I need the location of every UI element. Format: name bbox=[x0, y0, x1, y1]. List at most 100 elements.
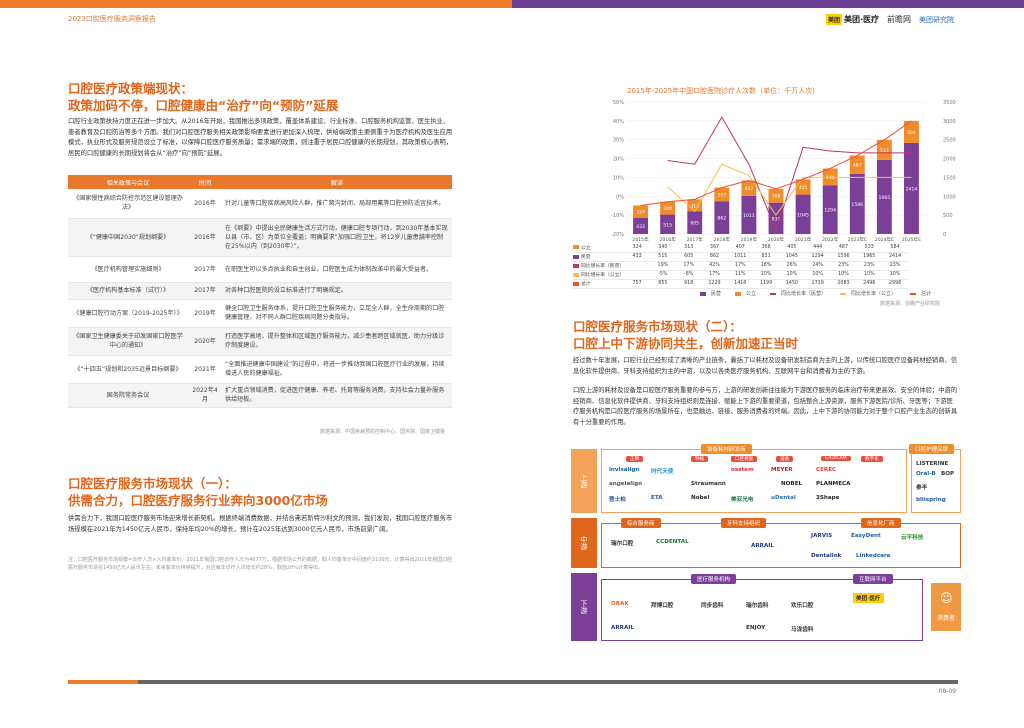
header-logos: 美团 美团·医疗 前瞻网 美团研究院 bbox=[825, 14, 954, 25]
brand-logo: Dentalink bbox=[811, 553, 842, 559]
table-cell: 17% bbox=[675, 261, 702, 271]
bar-label-public: 405 bbox=[799, 185, 808, 191]
bar-label-public: 584 bbox=[907, 130, 916, 136]
x-tick-label: 2015年 bbox=[632, 236, 649, 242]
table-cell: 23% bbox=[830, 261, 857, 271]
left-axis-tick: 30% bbox=[613, 138, 624, 144]
table-row: 《“健康中国2030”规划纲要》 2016年 在《纲要》中提出全民健康生活方式行动，… bbox=[68, 218, 452, 257]
table-row: 民营 433 515 605 862 1011 831 1045 1294 1596 1965 241… bbox=[573, 252, 908, 262]
table-cell: 757 bbox=[624, 279, 650, 289]
bar-label-public: 367 bbox=[717, 193, 726, 199]
midstream-tag: 信息化厂商 bbox=[861, 518, 901, 528]
table-cell: 515 bbox=[649, 252, 676, 262]
table-cell: -5% bbox=[649, 270, 676, 280]
bar-label-public: 487 bbox=[853, 163, 862, 169]
right-axis-tick: 2000 bbox=[943, 157, 956, 163]
table-cell: 1199 bbox=[753, 279, 779, 289]
table-cell: 2414 bbox=[882, 252, 908, 262]
x-tick-label: 2017年 bbox=[687, 236, 704, 242]
table-cell: 368 bbox=[753, 243, 779, 253]
table-cell: 10% bbox=[830, 270, 857, 280]
x-tick-label: 2024年E bbox=[875, 236, 894, 242]
brand-logo: MEYER bbox=[771, 467, 793, 473]
table-cell: 340 bbox=[649, 243, 676, 253]
right-axis-tick: 0 bbox=[943, 232, 946, 238]
table-cell: 10% bbox=[856, 270, 883, 280]
table-cell: 918 bbox=[675, 279, 702, 289]
total-line bbox=[640, 120, 912, 206]
table-cell: 10% bbox=[804, 270, 831, 280]
x-tick-label: 2021年 bbox=[795, 236, 812, 242]
legend-item: 同比增长率（民营） bbox=[770, 290, 826, 297]
industry-chain-map: 上游 中游 下游 设备耗材研发商 正畸 种植 口腔修复 设备 CAD/CAM 数… bbox=[571, 443, 961, 648]
brand-logo: invisalign bbox=[609, 467, 640, 473]
table-cell: 605 bbox=[675, 252, 702, 262]
table-row: 《国家卫生健康委关于印发国家口腔医学中心的通知》 2020年 打造医学高地，提升整体… bbox=[68, 327, 452, 356]
section2-title: 口腔医疗服务市场现状（一）： 供需合力，口腔医疗服务行业奔向3000亿市场 bbox=[68, 476, 328, 508]
chart-title: 2015年-2025年中国口腔医院诊疗人次数（单位：千万人次） bbox=[627, 87, 820, 95]
table-cell: 23% bbox=[856, 261, 883, 271]
bar-private bbox=[714, 201, 730, 234]
table-cell: 1418 bbox=[727, 279, 754, 289]
brand-logo: ARRAIL bbox=[611, 625, 634, 631]
midstream-box bbox=[601, 523, 961, 568]
bar-private bbox=[660, 214, 676, 234]
table-cell: 1011 bbox=[727, 252, 754, 262]
table-cell: 407 bbox=[727, 243, 754, 253]
right-axis-tick: 500 bbox=[943, 213, 953, 219]
table-cell: 23% bbox=[882, 261, 908, 271]
brand-logo: ENJOY bbox=[746, 625, 766, 631]
chart-legend: 民营 公立 同比增长率（民营） 同比增长率（公立） 总计 bbox=[700, 290, 931, 297]
brand-logo: ARRAIL bbox=[751, 543, 774, 549]
bar-label-public: 533 bbox=[880, 148, 889, 154]
table-cell: 855 bbox=[649, 279, 676, 289]
section2-note: 注：口腔医疗服务市场规模=诊疗人次×人均客单价。2021年我国口腔诊疗人次为46… bbox=[68, 557, 453, 571]
bar-label-private: 1045 bbox=[797, 212, 809, 218]
brand-logo: osstem bbox=[731, 467, 754, 473]
table-row: 《医疗机构基本标准（试行）》 2017年 对各种口腔医院的设立标准进行了明确规定。 bbox=[68, 282, 452, 300]
table-row: 公立 324 340 313 367 407 368 405 444 487 533 584 bbox=[573, 243, 908, 253]
right-axis-tick: 3500 bbox=[943, 100, 956, 106]
care-brand-tag: 口腔护理品牌 bbox=[909, 444, 955, 454]
brand-logo: 参半 bbox=[916, 485, 928, 491]
section2-body: 供需合力下，我国口腔医疗服务市场迎来增长新契机。根据终端消费数据，并结合弗若斯特… bbox=[68, 515, 453, 533]
midstream-tag: 综合服务商 bbox=[621, 518, 661, 528]
upstream-sub-tag: 数字化 bbox=[861, 456, 883, 462]
care-brand-box bbox=[911, 449, 961, 513]
legend-item: 民营 bbox=[700, 290, 721, 297]
brand-logo: NOBEL bbox=[781, 481, 803, 487]
bar-label-public: 407 bbox=[745, 186, 754, 192]
bar-public bbox=[904, 120, 919, 143]
table-cell: 1965 bbox=[856, 252, 883, 262]
bar-public bbox=[822, 168, 838, 186]
consumer-icon: ☺ bbox=[940, 591, 953, 605]
table-cell: 42% bbox=[701, 261, 728, 271]
patient-visits-chart: 50% 40% 30% 20% 10% 0% -10% -20% 3500 3000 2500 200… bbox=[611, 100, 956, 242]
bar-label-private: 862 bbox=[717, 216, 726, 222]
bar-private bbox=[822, 185, 838, 234]
bar-label-private: 515 bbox=[663, 222, 672, 228]
brand-logo: Linkedcare bbox=[856, 553, 891, 559]
brand-logo: uDental bbox=[771, 495, 796, 501]
bar-label-public: 340 bbox=[663, 206, 672, 212]
table-cell: 1596 bbox=[830, 252, 857, 262]
brand-logo: 云平科技 bbox=[901, 535, 924, 541]
table-cell: 18% bbox=[753, 261, 779, 271]
brand-logo: bliispring bbox=[916, 497, 946, 503]
table-cell: 367 bbox=[701, 243, 728, 253]
bar-label-private: 831 bbox=[772, 216, 781, 222]
bar-public bbox=[876, 139, 892, 160]
downstream-tag: 医疗服务机构 bbox=[691, 574, 737, 584]
midstream-label: 中游 bbox=[571, 518, 597, 568]
table-cell: 313 bbox=[675, 243, 702, 253]
left-axis-tick: 20% bbox=[613, 157, 624, 163]
left-axis-tick: -20% bbox=[611, 232, 624, 238]
section3-body1: 经过数十年发展，口腔行业已经形成了清晰的产业链条，囊括了以耗材及设备研发制造商为… bbox=[573, 357, 958, 375]
col-header-time: 时间 bbox=[188, 175, 222, 189]
table-cell: 17% bbox=[701, 270, 728, 280]
table-cell: -8% bbox=[675, 270, 702, 280]
bar-label-private: 2414 bbox=[906, 186, 918, 192]
table-cell: 10% bbox=[753, 270, 779, 280]
meituan-research-logo: 美团研究院 bbox=[919, 15, 954, 24]
table-cell: 24% bbox=[804, 261, 831, 271]
